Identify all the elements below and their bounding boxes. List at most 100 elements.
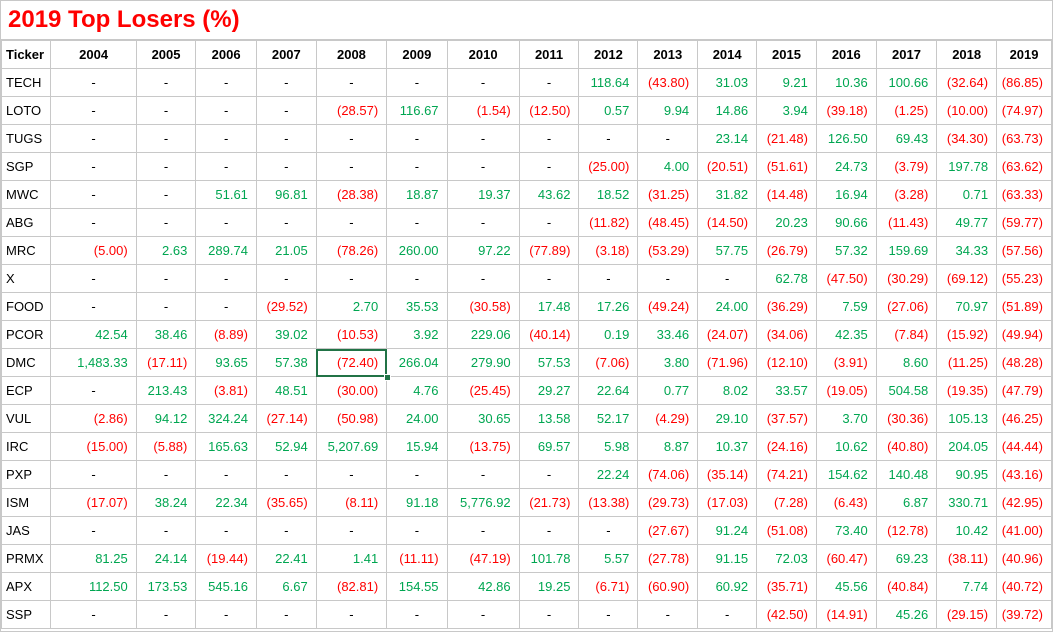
value-cell[interactable]: 49.77 [936, 208, 998, 237]
value-cell[interactable]: - [50, 68, 137, 97]
selected-cell[interactable]: (72.40) [315, 348, 388, 377]
value-cell[interactable]: - [50, 124, 137, 153]
value-cell[interactable]: (15.92) [936, 320, 998, 349]
value-cell[interactable]: (35.14) [697, 460, 758, 489]
value-cell[interactable]: (7.06) [578, 348, 639, 377]
ticker-cell[interactable]: SGP [0, 152, 52, 181]
value-cell[interactable]: - [386, 264, 448, 293]
value-cell[interactable]: - [578, 264, 639, 293]
value-cell[interactable]: 62.78 [756, 264, 817, 293]
header-year-2004[interactable]: 2004 [50, 40, 137, 69]
value-cell[interactable]: (30.58) [446, 292, 520, 321]
value-cell[interactable]: 116.67 [386, 96, 448, 125]
value-cell[interactable]: 22.41 [255, 544, 317, 573]
value-cell[interactable]: 73.40 [815, 516, 877, 545]
value-cell[interactable]: 90.95 [936, 460, 998, 489]
value-cell[interactable]: - [255, 208, 317, 237]
value-cell[interactable]: - [50, 460, 137, 489]
value-cell[interactable]: 18.87 [386, 180, 448, 209]
ticker-cell[interactable]: ABG [0, 208, 52, 237]
value-cell[interactable]: (51.08) [756, 516, 817, 545]
ticker-cell[interactable]: MRC [0, 236, 52, 265]
value-cell[interactable]: - [50, 600, 137, 629]
value-cell[interactable]: - [446, 152, 520, 181]
value-cell[interactable]: (40.80) [875, 432, 938, 461]
value-cell[interactable]: (17.11) [135, 348, 197, 377]
value-cell[interactable]: - [315, 600, 388, 629]
value-cell[interactable]: (21.48) [756, 124, 817, 153]
value-cell[interactable]: 22.34 [195, 488, 257, 517]
value-cell[interactable]: - [135, 208, 197, 237]
value-cell[interactable]: (44.44) [996, 432, 1052, 461]
value-cell[interactable]: 34.33 [936, 236, 998, 265]
value-cell[interactable]: 266.04 [386, 348, 448, 377]
value-cell[interactable]: (59.77) [996, 208, 1052, 237]
value-cell[interactable]: (24.16) [756, 432, 817, 461]
value-cell[interactable]: (30.00) [315, 376, 388, 405]
value-cell[interactable]: 5,776.92 [446, 488, 520, 517]
value-cell[interactable]: - [195, 152, 257, 181]
value-cell[interactable]: - [255, 600, 317, 629]
value-cell[interactable]: 33.46 [637, 320, 699, 349]
value-cell[interactable]: 22.64 [578, 376, 639, 405]
value-cell[interactable]: 0.57 [578, 96, 639, 125]
value-cell[interactable]: 2.63 [135, 236, 197, 265]
value-cell[interactable]: - [195, 460, 257, 489]
value-cell[interactable]: (8.89) [195, 320, 257, 349]
value-cell[interactable]: 24.00 [697, 292, 758, 321]
value-cell[interactable]: (28.57) [315, 96, 388, 125]
value-cell[interactable]: - [195, 208, 257, 237]
value-cell[interactable]: 8.60 [875, 348, 938, 377]
value-cell[interactable]: (40.84) [875, 572, 938, 601]
value-cell[interactable]: - [518, 516, 580, 545]
value-cell[interactable]: (47.50) [815, 264, 877, 293]
value-cell[interactable]: 324.24 [195, 404, 257, 433]
header-year-2008[interactable]: 2008 [315, 40, 388, 69]
value-cell[interactable]: 3.70 [815, 404, 877, 433]
value-cell[interactable]: (39.72) [996, 600, 1052, 629]
header-year-2013[interactable]: 2013 [637, 40, 699, 69]
value-cell[interactable]: - [446, 516, 520, 545]
ticker-cell[interactable]: APX [0, 572, 52, 601]
value-cell[interactable]: (29.15) [936, 600, 998, 629]
value-cell[interactable]: 279.90 [446, 348, 520, 377]
value-cell[interactable]: - [135, 124, 197, 153]
value-cell[interactable]: 42.86 [446, 572, 520, 601]
value-cell[interactable]: (14.48) [756, 180, 817, 209]
value-cell[interactable]: 9.94 [637, 96, 699, 125]
value-cell[interactable]: (63.33) [996, 180, 1052, 209]
value-cell[interactable]: (21.73) [518, 488, 580, 517]
value-cell[interactable]: - [195, 600, 257, 629]
value-cell[interactable]: (28.38) [315, 180, 388, 209]
value-cell[interactable]: - [518, 152, 580, 181]
value-cell[interactable]: 60.92 [697, 572, 758, 601]
value-cell[interactable]: 17.48 [518, 292, 580, 321]
value-cell[interactable]: - [50, 96, 137, 125]
value-cell[interactable]: - [386, 516, 448, 545]
value-cell[interactable]: (5.88) [135, 432, 197, 461]
value-cell[interactable]: 91.24 [697, 516, 758, 545]
value-cell[interactable]: (40.96) [996, 544, 1052, 573]
value-cell[interactable]: 4.00 [637, 152, 699, 181]
value-cell[interactable]: 118.64 [578, 68, 639, 97]
value-cell[interactable]: 154.55 [386, 572, 448, 601]
value-cell[interactable]: (10.00) [936, 96, 998, 125]
value-cell[interactable]: 69.43 [875, 124, 938, 153]
value-cell[interactable]: (13.38) [578, 488, 639, 517]
value-cell[interactable]: (47.19) [446, 544, 520, 573]
value-cell[interactable]: - [50, 292, 137, 321]
value-cell[interactable]: (40.72) [996, 572, 1052, 601]
value-cell[interactable]: (5.00) [50, 236, 137, 265]
value-cell[interactable]: - [637, 264, 699, 293]
value-cell[interactable]: (34.06) [756, 320, 817, 349]
value-cell[interactable]: (42.95) [996, 488, 1052, 517]
value-cell[interactable]: (74.06) [637, 460, 699, 489]
value-cell[interactable]: (82.81) [315, 572, 388, 601]
value-cell[interactable]: 57.38 [255, 348, 317, 377]
sheet-title[interactable]: 2019 Top Losers (%) [8, 6, 240, 33]
value-cell[interactable]: (7.28) [756, 488, 817, 517]
value-cell[interactable]: 8.87 [637, 432, 699, 461]
value-cell[interactable]: (3.79) [875, 152, 938, 181]
value-cell[interactable]: (69.12) [936, 264, 998, 293]
value-cell[interactable]: (50.98) [315, 404, 388, 433]
